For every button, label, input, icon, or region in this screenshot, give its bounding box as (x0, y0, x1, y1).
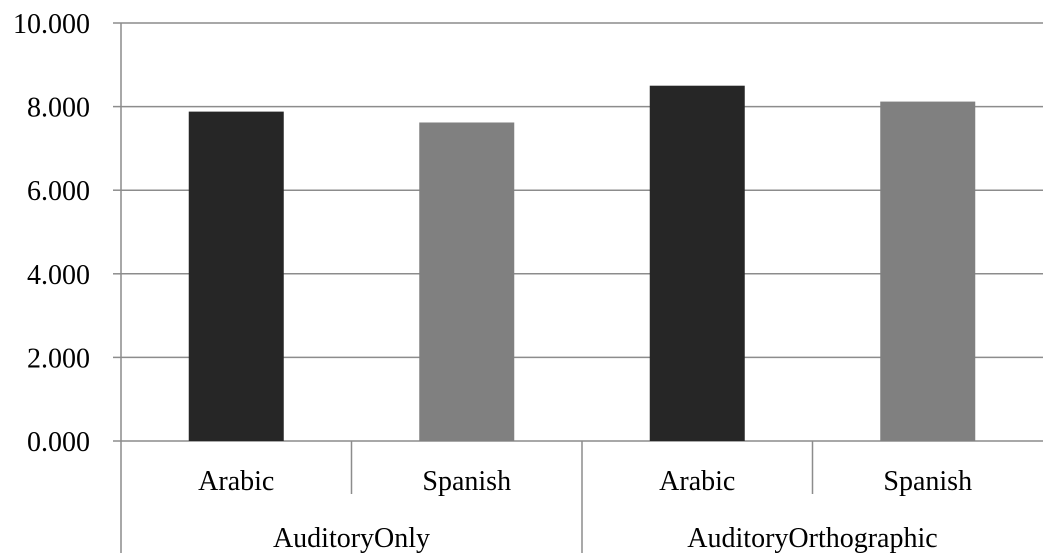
y-tick-label: 2.000 (27, 343, 90, 374)
bar-auditoryonly-arabic (188, 111, 284, 441)
bar-auditoryorthographic-arabic (649, 85, 745, 441)
bars (188, 85, 976, 442)
labels: 0.000 2.000 4.000 6.000 8.000 10.000 Arabic Spa… (13, 9, 972, 553)
y-tick-label: 6.000 (27, 176, 90, 207)
category-label: Spanish (883, 466, 972, 497)
category-label: Arabic (198, 466, 274, 497)
y-tick-label: 4.000 (27, 260, 90, 291)
group-label: AuditoryOnly (273, 523, 430, 553)
bar-auditoryonly-spanish (419, 122, 515, 441)
category-label: Arabic (659, 466, 735, 497)
y-tick-label: 0.000 (27, 427, 90, 458)
group-label: AuditoryOrthographic (687, 523, 937, 553)
y-tick-label: 10.000 (13, 9, 90, 40)
category-label: Spanish (422, 466, 511, 497)
axes (113, 22, 814, 553)
y-tick-label: 8.000 (27, 93, 90, 124)
bar-auditoryorthographic-spanish (880, 101, 976, 442)
